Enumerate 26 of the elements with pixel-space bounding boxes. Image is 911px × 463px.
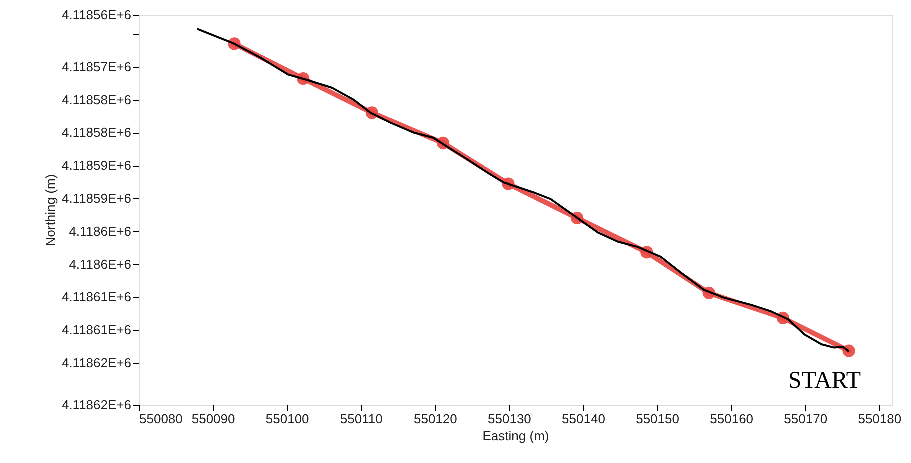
x-tick-label: 550090: [192, 412, 236, 426]
y-tick-label: 4.11861E+6: [62, 290, 132, 305]
annotation: START: [788, 368, 862, 394]
x-tick-label: 550110: [340, 412, 383, 426]
y-axis-title: Northing (m): [42, 174, 58, 247]
x-tick-label: 550180: [858, 412, 902, 426]
y-tick-label: 4.1186E+6: [69, 224, 132, 239]
x-axis-title: Easting (m): [482, 428, 550, 444]
y-tick-label: 4.1186E+6: [69, 256, 132, 272]
x-tick-label: 550140: [562, 412, 606, 426]
y-tick-label: 4.11861E+6: [62, 322, 132, 338]
y-tick-label: 4.11856E+6: [62, 8, 132, 22]
x-tick-label: 550170: [784, 412, 828, 426]
x-tick-label: 550120: [414, 412, 458, 426]
y-tick-label: 4.11862E+6: [62, 355, 132, 370]
y-tick-label: 4.11858E+6: [62, 125, 132, 140]
y-tick-label: 4.11858E+6: [62, 92, 132, 108]
y-tick-label: 4.11859E+6: [62, 158, 132, 174]
x-tick-label: 550130: [488, 412, 532, 426]
y-tick-label: 4.11859E+6: [62, 190, 132, 206]
y-tick-label: 4.11862E+6: [62, 398, 132, 412]
x-tick-label: 550160: [710, 412, 754, 426]
x-tick-label: 550080: [140, 412, 183, 426]
x-tick-label: 550150: [636, 412, 680, 426]
y-tick-label: 4.11857E+6: [62, 59, 132, 74]
x-tick-label: 550100: [266, 412, 310, 426]
